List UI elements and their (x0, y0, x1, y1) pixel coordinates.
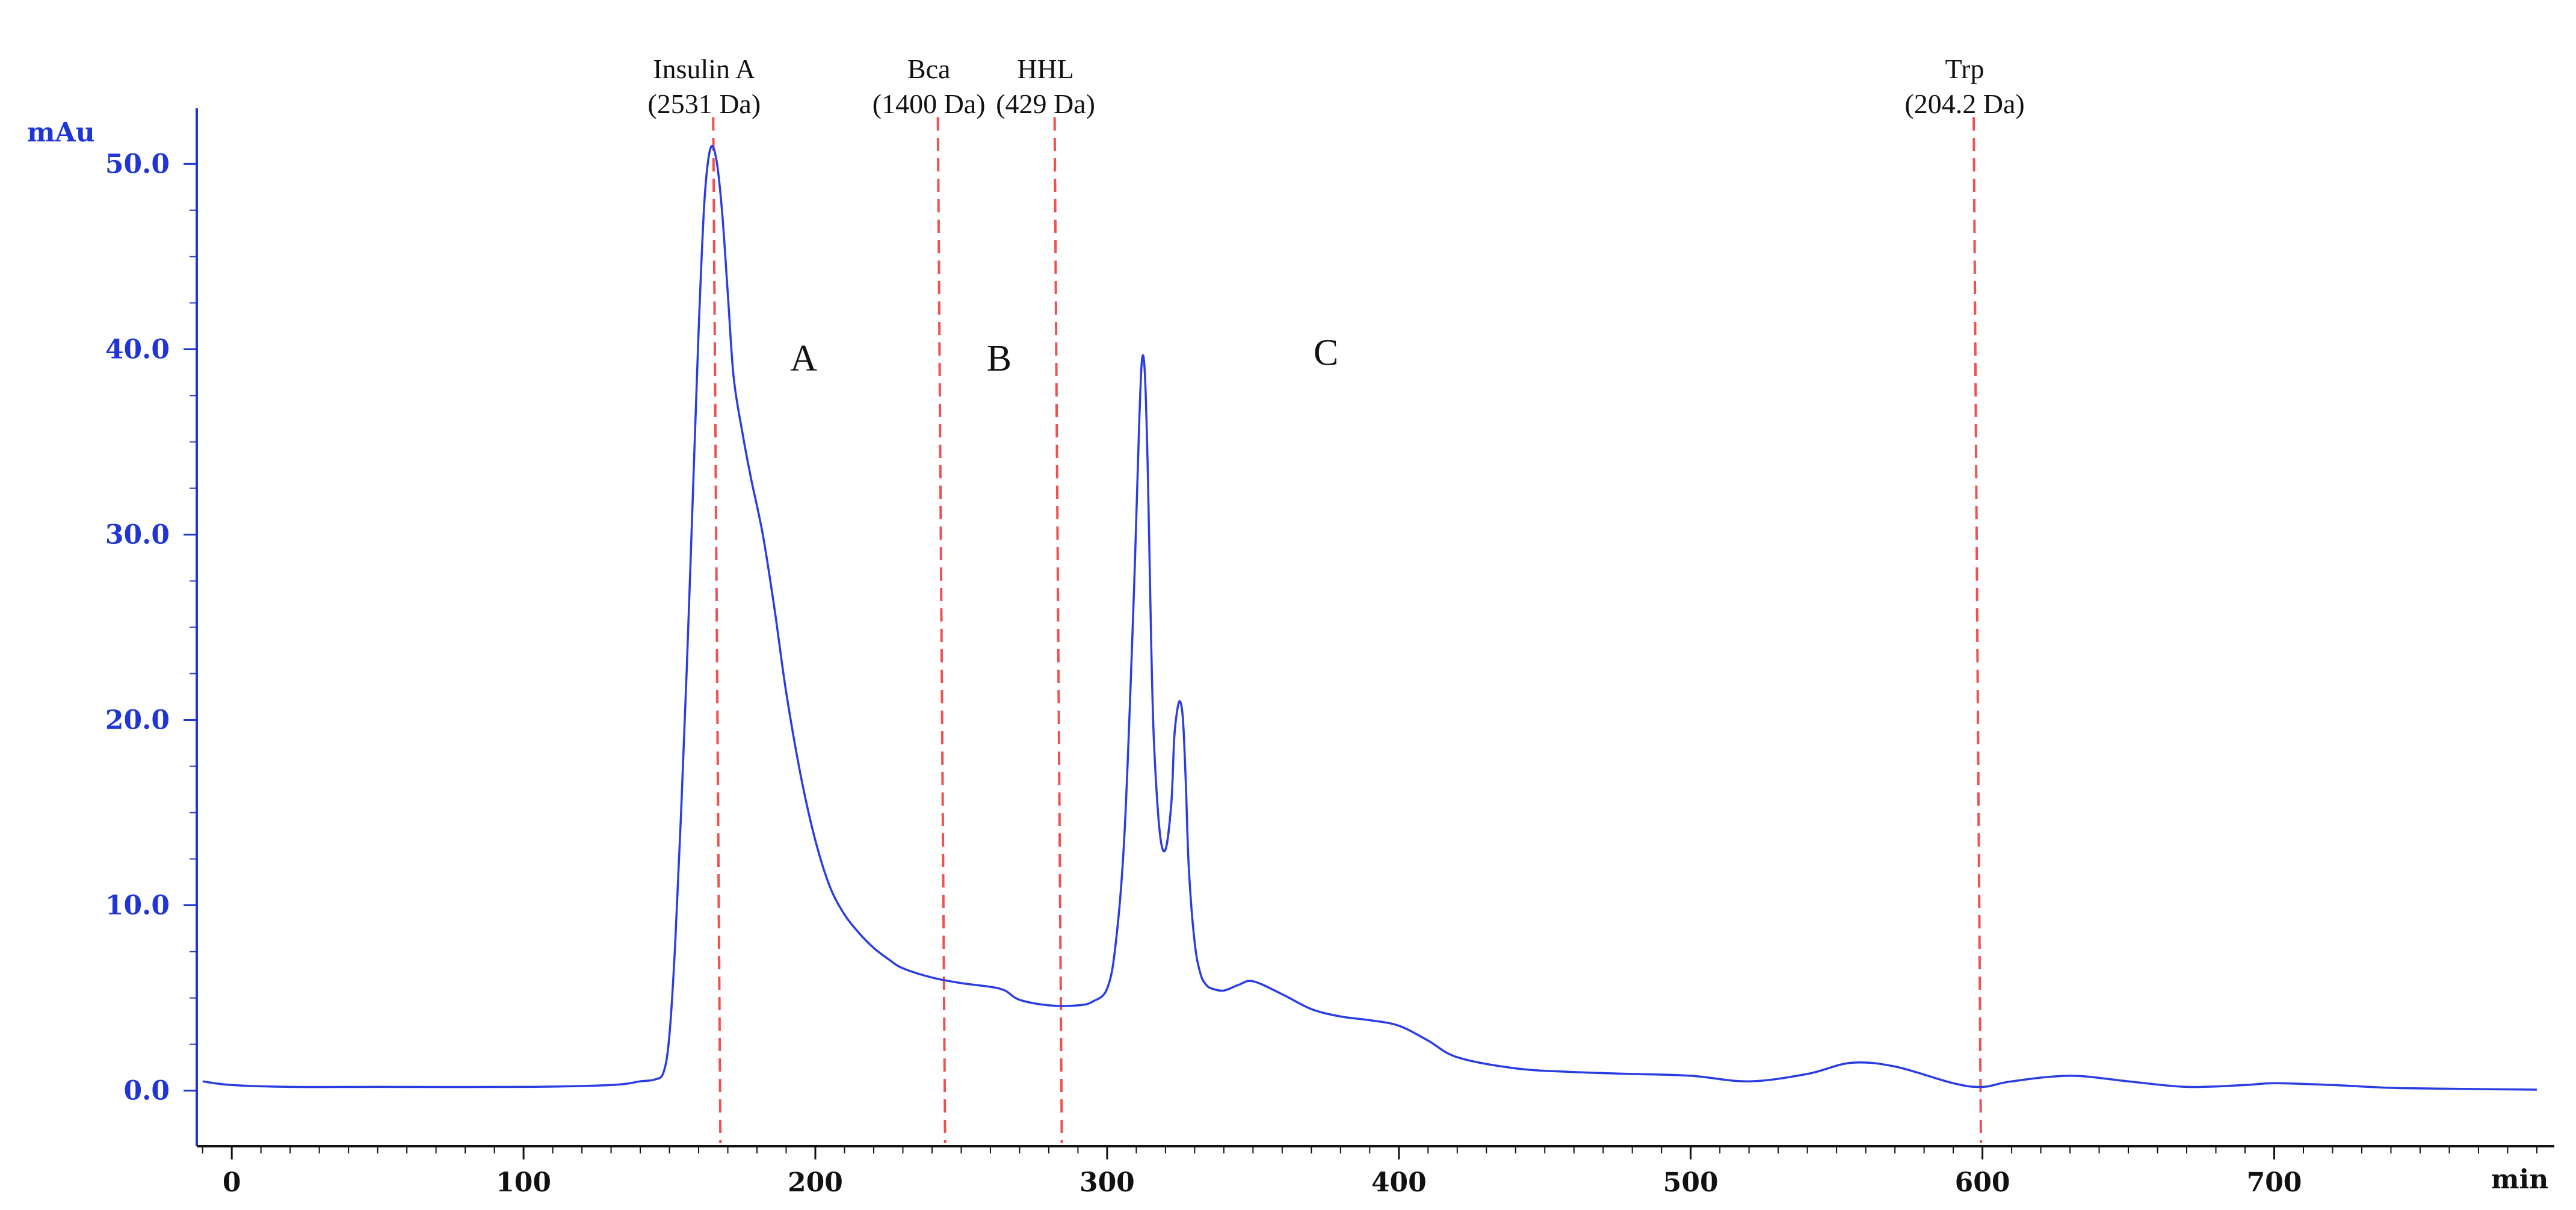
reference-marker-line (1053, 117, 1063, 1144)
y-ticks: 0.0 10.0 20.0 30.0 40.0 50.0 (105, 149, 197, 1107)
x-tick-label: 100 (496, 1167, 551, 1198)
reference-marker-name: Bca (907, 54, 951, 84)
reference-marker-mass: (2531 Da) (647, 88, 761, 119)
reference-marker-mass: (1400 Da) (873, 88, 986, 119)
x-tick-label: 200 (788, 1167, 843, 1198)
reference-markers: Insulin A (2531 Da) Bca (1400 Da) HHL (429 Da… (647, 54, 2025, 1144)
region-label: C (1314, 333, 1338, 374)
x-tick-label: 500 (1663, 1167, 1719, 1198)
y-tick-label: 20.0 (105, 705, 170, 736)
x-tick-label: 400 (1371, 1167, 1427, 1198)
reference-marker-line (712, 117, 722, 1144)
y-tick-label: 40.0 (105, 334, 170, 365)
series-group (202, 145, 2537, 1091)
reference-marker-mass: (429 Da) (996, 88, 1095, 119)
reference-marker-line (936, 117, 947, 1144)
reference-marker-mass: (204.2 Da) (1904, 88, 2024, 119)
y-tick-label: 30.0 (105, 519, 170, 550)
y-tick-label: 0.0 (123, 1076, 170, 1107)
reference-marker-name: HHL (1017, 54, 1074, 84)
x-tick-label: 0 (223, 1167, 241, 1198)
x-tick-label: 300 (1080, 1167, 1135, 1198)
reference-marker-line (1972, 117, 1983, 1144)
x-ticks: 0 100 200 300 400 500 600 700 (202, 1146, 2537, 1198)
x-axis-title: min (2491, 1164, 2548, 1195)
region-label: B (987, 338, 1012, 379)
y-axis-title: mAu (27, 117, 95, 148)
x-tick-label: 700 (2247, 1167, 2302, 1198)
region-labels: A B C (790, 333, 1338, 379)
x-tick-label: 600 (1955, 1167, 2010, 1198)
region-label: A (790, 338, 817, 379)
reference-marker-name: Trp (1945, 54, 1985, 84)
y-tick-label: 50.0 (105, 149, 170, 179)
series-line (202, 145, 2537, 1091)
y-tick-label: 10.0 (105, 891, 170, 921)
reference-marker-name: Insulin A (653, 54, 755, 84)
